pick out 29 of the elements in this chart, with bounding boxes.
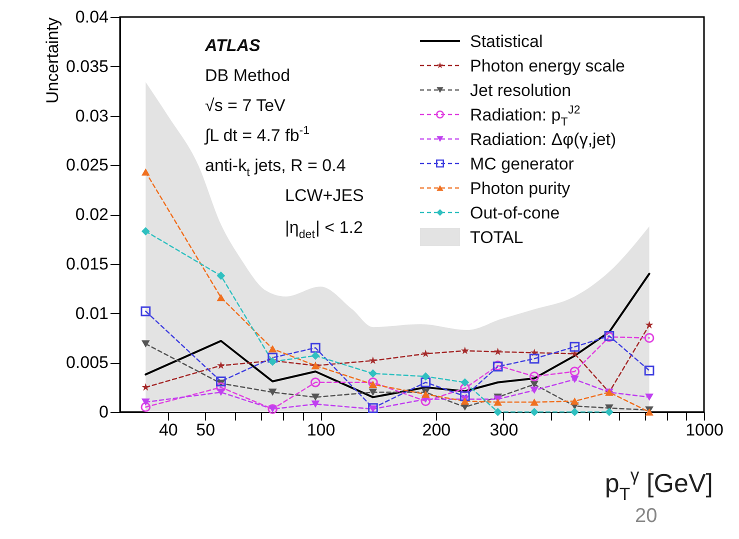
legend-label: Statistical — [470, 32, 543, 51]
legend-label: Photon energy scale — [470, 56, 625, 76]
legend-label: MC generator — [470, 154, 574, 174]
legend-label: Jet resolution — [470, 81, 572, 100]
y-tick-label: 0.035 — [66, 56, 108, 76]
y-tick-label: 0.02 — [75, 205, 108, 224]
annotation: ATLAS — [204, 36, 262, 55]
x-tick-label: 50 — [196, 420, 216, 440]
y-axis-title: Uncertainty — [42, 17, 62, 104]
legend-label: Photon purity — [470, 179, 571, 198]
x-tick-label: 40 — [158, 420, 178, 440]
legend-label: TOTAL — [470, 228, 524, 247]
x-tick-label: 300 — [490, 420, 518, 440]
y-tick-label: 0.03 — [75, 106, 108, 126]
legend-label: Out-of-cone — [470, 204, 560, 222]
x-tick-label: 200 — [422, 420, 451, 440]
y-tick-label: 0 — [99, 402, 108, 422]
y-tick-label: 0.025 — [66, 156, 108, 175]
y-tick-label: 0.005 — [66, 353, 108, 372]
legend-label: Radiation: Δφ(γ,jet) — [470, 130, 616, 149]
y-tick-label: 0.01 — [75, 304, 108, 323]
y-tick-label: 0.04 — [75, 8, 108, 26]
annotation: LCW+JES — [285, 186, 364, 205]
x-tick-label: 1000 — [686, 420, 724, 440]
text: 20 — [635, 505, 658, 527]
annotation: DB Method — [205, 66, 290, 85]
annotation: √s = 7 TeV — [205, 96, 286, 115]
y-tick-label: 0.015 — [66, 254, 108, 274]
x-tick-label: 100 — [306, 420, 336, 440]
